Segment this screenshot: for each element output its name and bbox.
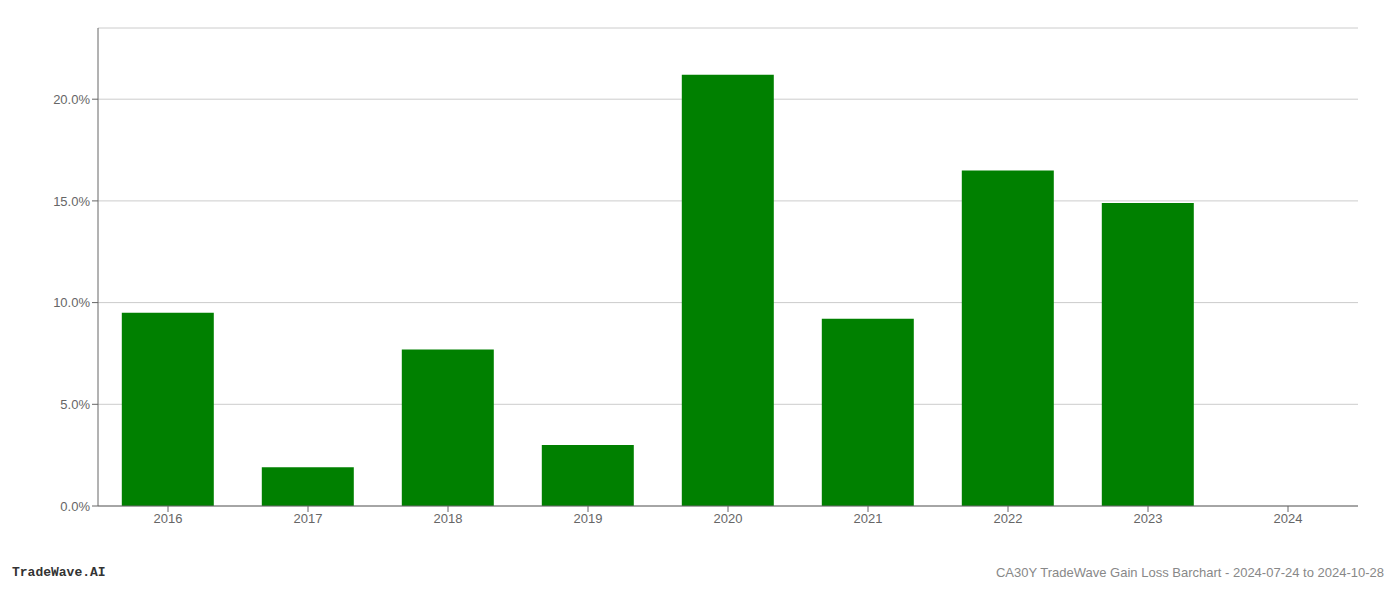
html-text:CA30Y TradeWave Gain Loss Barc: CA30Y TradeWave Gain Loss Barchart - 202… (995, 565, 1384, 580)
svg-text:15.0%: 15.0% (53, 194, 90, 209)
svg-text:2023: 2023 (1134, 511, 1163, 526)
svg-text:2019: 2019 (574, 511, 603, 526)
svg-text:2018: 2018 (434, 511, 463, 526)
svg-text:10.0%: 10.0% (53, 295, 90, 310)
svg-text:2022: 2022 (994, 511, 1023, 526)
svg-text:2020: 2020 (714, 511, 743, 526)
svg-text:2021: 2021 (854, 511, 883, 526)
svg-text:0.0%: 0.0% (60, 499, 90, 514)
svg-text:20.0%: 20.0% (53, 92, 90, 107)
svg-text:2016: 2016 (154, 511, 183, 526)
svg-text:2017: 2017 (294, 511, 323, 526)
svg-text:2024: 2024 (1274, 511, 1303, 526)
html-text:TradeWave.AI: TradeWave.AI (12, 565, 106, 580)
svg-text:5.0%: 5.0% (60, 397, 90, 412)
